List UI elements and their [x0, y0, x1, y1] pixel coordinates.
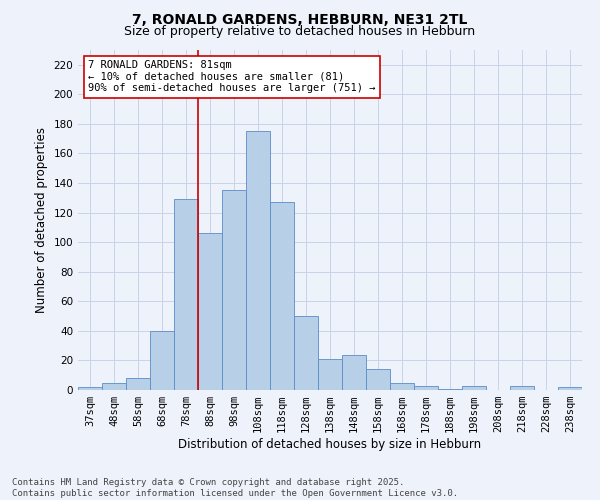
Bar	[294, 316, 318, 390]
Bar	[462, 386, 486, 390]
Text: Contains HM Land Registry data © Crown copyright and database right 2025.
Contai: Contains HM Land Registry data © Crown c…	[12, 478, 458, 498]
Bar	[270, 202, 294, 390]
Bar	[390, 382, 414, 390]
Bar	[366, 370, 390, 390]
Bar	[342, 354, 366, 390]
Bar	[102, 382, 126, 390]
Bar	[222, 190, 246, 390]
Bar	[414, 386, 438, 390]
Y-axis label: Number of detached properties: Number of detached properties	[35, 127, 48, 313]
Text: 7, RONALD GARDENS, HEBBURN, NE31 2TL: 7, RONALD GARDENS, HEBBURN, NE31 2TL	[133, 12, 467, 26]
Bar	[558, 387, 582, 390]
Bar	[510, 386, 534, 390]
Bar	[150, 331, 174, 390]
Bar	[318, 359, 342, 390]
Bar	[198, 234, 222, 390]
Bar	[78, 387, 102, 390]
Bar	[174, 200, 198, 390]
Bar	[246, 132, 270, 390]
Text: 7 RONALD GARDENS: 81sqm
← 10% of detached houses are smaller (81)
90% of semi-de: 7 RONALD GARDENS: 81sqm ← 10% of detache…	[88, 60, 376, 94]
X-axis label: Distribution of detached houses by size in Hebburn: Distribution of detached houses by size …	[178, 438, 482, 451]
Bar	[438, 388, 462, 390]
Bar	[126, 378, 150, 390]
Text: Size of property relative to detached houses in Hebburn: Size of property relative to detached ho…	[124, 25, 476, 38]
